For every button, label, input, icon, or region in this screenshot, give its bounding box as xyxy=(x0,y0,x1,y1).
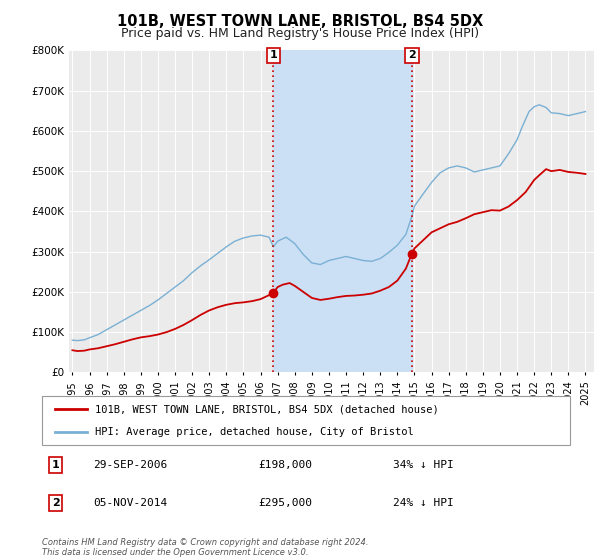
Text: 24% ↓ HPI: 24% ↓ HPI xyxy=(393,498,454,508)
Text: 1: 1 xyxy=(52,460,59,470)
Text: £295,000: £295,000 xyxy=(258,498,312,508)
Text: 101B, WEST TOWN LANE, BRISTOL, BS4 5DX (detached house): 101B, WEST TOWN LANE, BRISTOL, BS4 5DX (… xyxy=(95,404,439,414)
Text: 101B, WEST TOWN LANE, BRISTOL, BS4 5DX: 101B, WEST TOWN LANE, BRISTOL, BS4 5DX xyxy=(117,14,483,29)
Text: Contains HM Land Registry data © Crown copyright and database right 2024.
This d: Contains HM Land Registry data © Crown c… xyxy=(42,538,368,557)
FancyBboxPatch shape xyxy=(42,396,570,445)
Text: 29-SEP-2006: 29-SEP-2006 xyxy=(94,460,167,470)
Text: Price paid vs. HM Land Registry's House Price Index (HPI): Price paid vs. HM Land Registry's House … xyxy=(121,27,479,40)
Text: HPI: Average price, detached house, City of Bristol: HPI: Average price, detached house, City… xyxy=(95,427,413,437)
Text: 05-NOV-2014: 05-NOV-2014 xyxy=(94,498,167,508)
Text: 2: 2 xyxy=(408,50,416,60)
Text: 34% ↓ HPI: 34% ↓ HPI xyxy=(393,460,454,470)
Text: £198,000: £198,000 xyxy=(258,460,312,470)
Bar xyxy=(274,50,412,372)
Text: 2: 2 xyxy=(52,498,59,508)
Text: 1: 1 xyxy=(269,50,277,60)
